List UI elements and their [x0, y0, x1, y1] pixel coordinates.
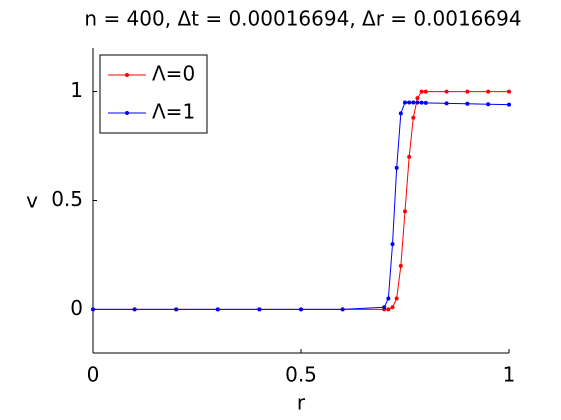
data-point [415, 96, 420, 101]
data-point [415, 100, 420, 105]
data-point [507, 102, 511, 107]
data-point [91, 307, 95, 312]
data-point [444, 89, 449, 94]
data-point [507, 89, 511, 94]
data-point [299, 307, 303, 312]
data-point [382, 305, 387, 310]
data-point [423, 100, 428, 105]
data-point [465, 89, 470, 94]
y-axis-label: v [26, 189, 38, 213]
data-point [407, 100, 412, 105]
data-point [423, 89, 428, 94]
y-tick-label: 0.5 [51, 187, 83, 211]
data-point [386, 307, 391, 312]
data-point [411, 115, 416, 120]
data-point [390, 305, 395, 310]
x-tick-label: 0.5 [285, 363, 317, 387]
series-line [93, 101, 510, 310]
data-point [257, 307, 262, 312]
legend-marker [125, 73, 129, 77]
legend-label: Λ=0 [152, 62, 195, 86]
data-point [465, 101, 470, 106]
data-point [403, 100, 407, 105]
data-point [340, 307, 345, 312]
data-point [174, 307, 179, 312]
data-point [386, 296, 391, 301]
legend-marker [125, 111, 129, 115]
data-point [398, 263, 403, 268]
legend-label: Λ=1 [152, 100, 195, 124]
data-point [215, 307, 220, 312]
data-point [419, 100, 424, 105]
data-point [394, 296, 399, 301]
legend-box [99, 54, 208, 134]
data-point [486, 89, 491, 94]
data-point [132, 307, 137, 312]
x-axis-label: r [297, 391, 306, 415]
x-tick-label: 0 [87, 363, 100, 387]
y-tick-label: 1 [70, 78, 83, 102]
chart-title: n = 400, Δt = 0.00016694, Δr = 0.0016694 [84, 7, 521, 31]
data-point [398, 111, 403, 116]
data-point [411, 100, 416, 105]
data-point [444, 101, 449, 106]
data-point [390, 242, 395, 247]
data-point [486, 102, 491, 107]
y-tick-label: 0 [70, 296, 83, 320]
data-point [407, 154, 412, 159]
data-point [419, 89, 424, 94]
data-point [403, 209, 407, 214]
x-tick-label: 1 [503, 363, 516, 387]
data-point [394, 165, 399, 170]
